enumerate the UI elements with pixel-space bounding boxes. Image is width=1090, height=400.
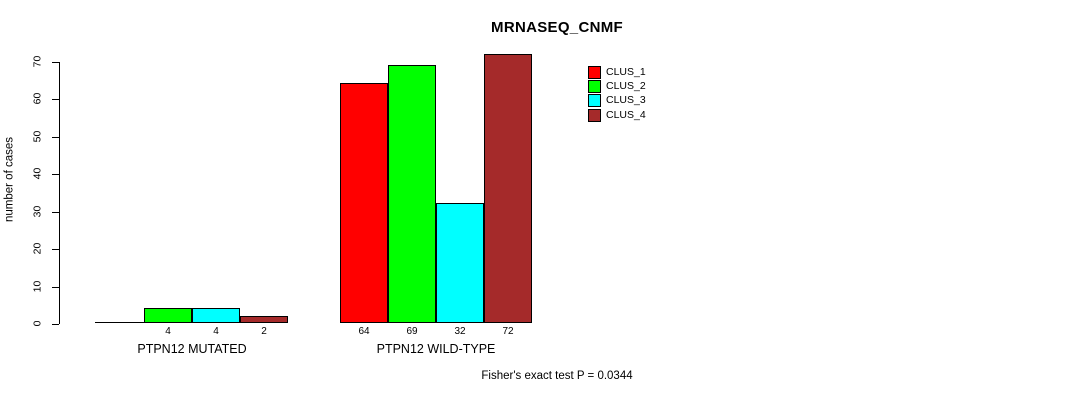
legend-label: CLUS_1	[606, 65, 646, 78]
bar-value-label: 4	[213, 326, 219, 337]
legend-row-clus_2: CLUS_2	[588, 79, 646, 93]
legend-row-clus_1: CLUS_1	[588, 65, 646, 79]
y-tick-mark	[52, 99, 59, 101]
y-tick-mark	[52, 62, 59, 63]
y-tick-mark	[52, 286, 59, 288]
y-tick-label: 40	[31, 167, 44, 180]
y-tick-label: 50	[31, 130, 44, 143]
bar-clus_3-group2	[436, 203, 484, 323]
bar-value-label: 64	[358, 326, 370, 337]
y-axis-label: number of cases	[3, 137, 16, 223]
bar-clus_2-group2	[388, 64, 436, 323]
legend-swatch-icon	[588, 65, 601, 79]
bar-clus_4-group2	[484, 53, 532, 323]
legend-swatch-icon	[588, 108, 601, 122]
y-tick-mark	[52, 211, 59, 213]
y-tick-mark	[52, 136, 59, 138]
annotation-text: Fisher's exact test P = 0.0344	[481, 370, 633, 382]
y-tick-mark	[52, 324, 59, 325]
bar-clus_1-group2	[340, 83, 388, 323]
y-tick-label: 20	[31, 242, 44, 255]
y-tick-label: 30	[31, 205, 44, 218]
bar-value-label: 32	[454, 326, 466, 337]
bar-value-label: 72	[502, 326, 514, 337]
bar-clus_2-group1	[144, 308, 192, 323]
bar-clus_1-group1-zero	[95, 322, 144, 323]
legend: CLUS_1 CLUS_2 CLUS_3 CLUS_4	[588, 65, 646, 122]
bar-value-label: 69	[406, 326, 418, 337]
legend-row-clus_4: CLUS_4	[588, 108, 646, 122]
legend-row-clus_3: CLUS_3	[588, 94, 646, 108]
bar-value-label: 2	[261, 326, 267, 337]
y-tick-mark	[52, 174, 59, 176]
y-tick-label: 0	[31, 320, 44, 327]
chart-title: MRNASEQ_CNMF	[491, 19, 623, 36]
bar-clus_4-group1	[240, 315, 288, 323]
group-label-1: PTPN12 MUTATED	[137, 342, 247, 356]
y-tick-label: 10	[31, 280, 44, 292]
y-tick-mark	[52, 249, 59, 251]
y-tick-label: 60	[31, 93, 44, 105]
y-tick-label: 70	[31, 55, 44, 68]
y-axis-line	[59, 62, 60, 324]
bar-clus_3-group1	[192, 308, 240, 323]
legend-label: CLUS_4	[606, 108, 646, 121]
legend-label: CLUS_2	[606, 79, 646, 92]
legend-swatch-icon	[588, 94, 601, 108]
bar-value-label: 4	[165, 326, 171, 337]
legend-swatch-icon	[588, 79, 601, 93]
group-label-2: PTPN12 WILD-TYPE	[376, 342, 496, 356]
legend-label: CLUS_3	[606, 94, 646, 107]
